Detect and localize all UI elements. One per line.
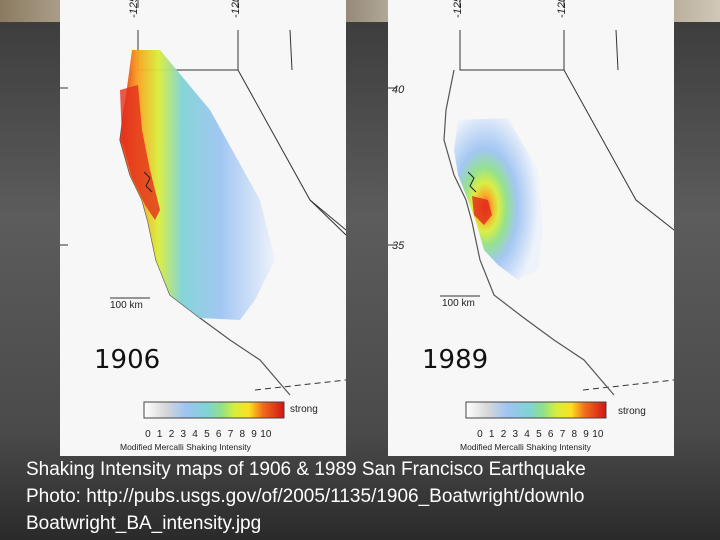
legend-tick: 0	[477, 429, 483, 440]
legend-tick: 8	[239, 429, 246, 440]
legend-tick: 1	[488, 429, 495, 440]
legend-tick: 3	[512, 429, 519, 440]
legend-tick: 7	[559, 429, 566, 440]
legend-strong-label: strong	[618, 406, 646, 417]
legend-tick: 9	[251, 429, 257, 440]
scale-label: 100 km	[442, 298, 475, 309]
latitude-label-35: 35	[392, 240, 405, 252]
california-map-1989	[388, 0, 674, 456]
longitude-label-west: -125	[128, 0, 140, 18]
legend-tick: 6	[215, 429, 222, 440]
legend-tick: 4	[192, 429, 198, 440]
map-panel-1906: -125 -120 4 0 3 5 100 km 1906 strong 0 1 2…	[60, 0, 346, 456]
longitude-label-east: -120	[230, 0, 242, 18]
longitude-label-west: -125	[452, 0, 464, 18]
california-map-1906	[60, 0, 346, 456]
legend-tick: 2	[168, 429, 175, 440]
legend-ticks: 0 1 2 3 4 5 6 7 8 9 10	[142, 429, 272, 440]
legend-tick: 1	[156, 429, 163, 440]
caption-line-2: Photo: http://pubs.usgs.gov/of/2005/1135…	[26, 486, 585, 507]
year-label-1906: 1906	[94, 345, 161, 375]
legend-tick: 5	[204, 429, 210, 440]
scale-label: 100 km	[110, 300, 143, 311]
legend-tick: 0	[145, 429, 151, 440]
legend-tick: 10	[592, 429, 604, 440]
year-label-1989: 1989	[422, 345, 489, 375]
legend-strong-label: strong	[290, 404, 318, 415]
legend-tick: 8	[571, 429, 578, 440]
legend-tick: 5	[536, 429, 542, 440]
legend-tick: 6	[547, 429, 554, 440]
legend-title: Modified Mercalli Shaking Intensity	[120, 442, 251, 452]
legend-ticks: 0 1 2 3 4 5 6 7 8 9 10	[474, 429, 604, 440]
legend-tick: 10	[260, 429, 272, 440]
legend-tick: 2	[500, 429, 507, 440]
latitude-label-40: 40	[392, 84, 405, 96]
map-panel-1989: -125 -120 40 35 100 km 1989 strong 0 1 2…	[388, 0, 674, 456]
legend-title: Modified Mercalli Shaking Intensity	[460, 442, 591, 452]
caption-line-1: Shaking Intensity maps of 1906 & 1989 Sa…	[26, 459, 586, 480]
legend-tick: 9	[583, 429, 589, 440]
caption: Shaking Intensity maps of 1906 & 1989 Sa…	[26, 456, 720, 540]
legend-tick: 4	[524, 429, 530, 440]
legend-tick: 3	[180, 429, 187, 440]
longitude-label-east: -120	[556, 0, 568, 18]
legend-tick: 7	[227, 429, 234, 440]
caption-line-3: Boatwright_BA_intensity.jpg	[26, 513, 262, 534]
